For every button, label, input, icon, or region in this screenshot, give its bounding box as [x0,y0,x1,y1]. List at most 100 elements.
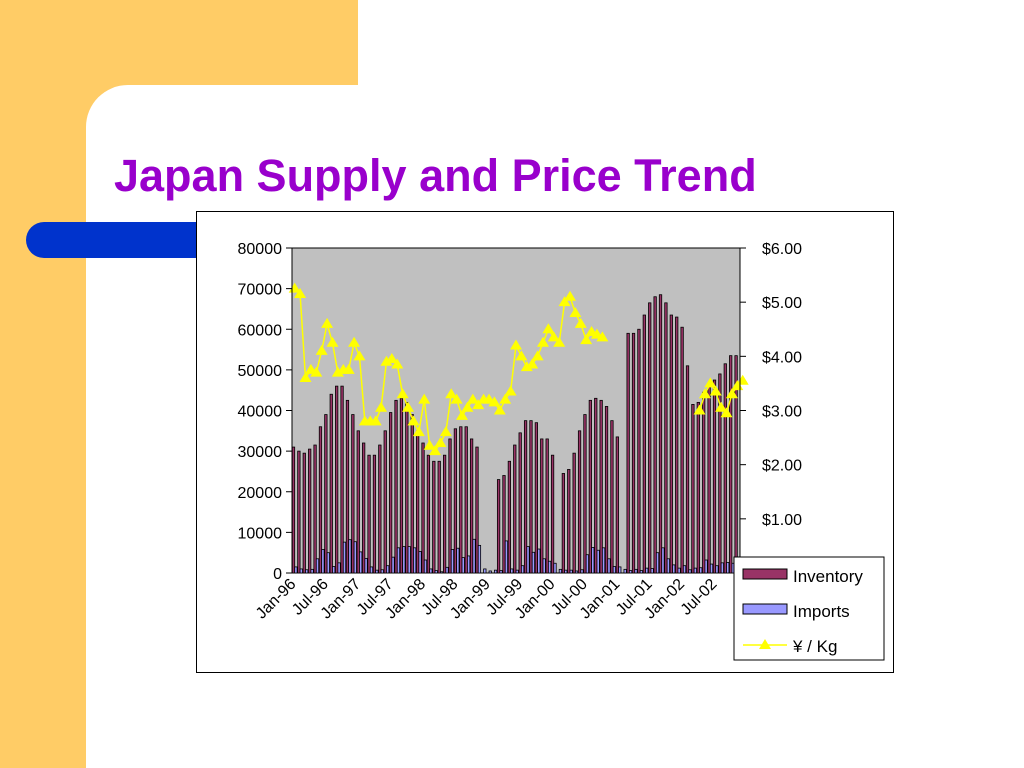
price-marker [504,385,517,396]
price-marker [375,401,388,412]
imports-bar [526,546,530,574]
price-marker [461,401,474,412]
imports-bar [359,551,363,574]
imports-bar [450,549,455,574]
price-marker [499,393,512,404]
price-marker [547,331,560,342]
imports-bar [294,566,298,574]
price-marker [353,350,366,361]
price-marker [520,361,533,372]
price-marker [472,399,485,410]
imports-bar [607,558,611,574]
inventory-bar [712,379,717,574]
imports-bar [515,569,519,574]
inventory-bar [648,302,652,574]
imports-bar [715,565,719,574]
inventory-bar [356,430,360,574]
imports-bar [418,551,422,574]
inventory-bar [529,420,533,574]
imports-bar [461,557,465,574]
inventory-bar [588,399,592,574]
price-marker [698,388,711,399]
inventory-bar [410,414,414,574]
imports-bar [488,570,492,574]
price-marker [429,445,442,456]
inventory-bar [534,422,538,574]
price-marker [456,409,469,420]
inventory-bar [383,430,387,574]
inventory-bar [718,373,722,574]
price-marker [596,331,609,342]
imports-bar [542,558,546,574]
inventory-bar [372,454,377,574]
imports-bar [413,547,417,574]
imports-bar [305,569,309,574]
price-marker [299,372,312,382]
inventory-bar [318,426,323,574]
left-axis-tick-label: 70000 [238,282,283,299]
imports-bar [391,556,395,574]
price-marker [423,439,436,450]
imports-bar [423,559,428,574]
imports-bar [434,570,438,574]
inventory-bar [637,328,641,574]
inventory-bar [405,401,409,574]
imports-bar [585,554,589,574]
imports-bar [639,570,643,574]
imports-bar [402,546,406,574]
chart-frame: 80000 70000 60000 50000 40000 30000 20000 10000… [196,211,894,673]
legend-swatch-imports [742,603,788,615]
price-marker [326,336,339,347]
legend: Inventory Imports ¥ / Kg [733,556,885,661]
inventory-bar [329,393,333,574]
inventory-bar [351,414,355,574]
imports-bar [520,565,525,574]
price-marker [510,339,522,350]
inventory-bar [421,442,425,574]
slide-title: Japan Supply and Price Trend [114,150,757,201]
imports-bar [332,566,336,574]
inventory-bar [685,365,690,574]
inventory-bar [615,436,619,574]
price-marker [515,350,528,361]
imports-bar [650,568,654,574]
price-marker [407,415,420,426]
imports-bar [364,557,368,574]
imports-bar [666,558,670,574]
inventory-bar [626,332,630,574]
imports-bar [315,558,320,574]
inventory-bar [664,302,668,574]
inventory-bar [426,454,431,574]
left-axis-tick-label: 40000 [238,404,283,421]
inventory-bar [502,475,506,574]
inventory-bar [653,296,657,574]
imports-bar [661,547,665,574]
inventory-bar [577,430,582,574]
imports-bar [499,570,503,574]
inventory-bar [523,420,528,574]
imports-bar [574,570,579,574]
price-marker [348,336,361,347]
imports-bar [726,562,730,574]
imports-bar [580,569,584,574]
imports-bar [396,547,401,574]
inventory-bar [389,412,393,574]
price-marker [391,358,404,369]
right-axis-tick-label: $1.00 [762,512,802,529]
inventory-bar [583,414,587,574]
imports-bar [634,568,638,574]
imports-bar [547,560,552,574]
inventory-bar [518,432,522,574]
inventory-bar [572,452,576,574]
imports-bar [693,567,697,574]
left-axis-tick-label: 80000 [238,241,283,258]
legend-label-inventory: Inventory [793,567,863,586]
inventory-bar [604,406,609,574]
right-axis-tick-label: $2.00 [762,458,802,475]
imports-bar [688,569,692,574]
price-marker [493,404,506,415]
inventory-bar [324,414,328,574]
imports-bar [628,570,633,574]
inventory-bar [335,385,339,574]
imports-bar [591,547,595,574]
